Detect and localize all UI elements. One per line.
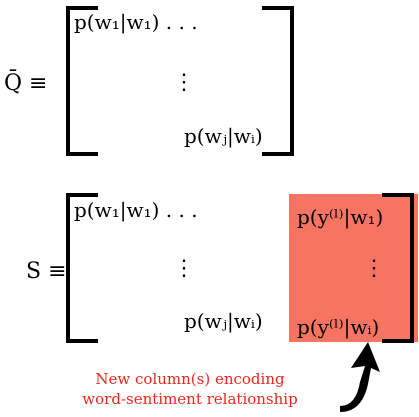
matrix-s-entry-bottom: p(wⱼ|wᵢ) xyxy=(184,309,263,333)
matrix-q-lhs: Q̄ ≡ xyxy=(4,71,48,96)
matrix-q-entry-bottom: p(wⱼ|wᵢ) xyxy=(184,124,263,148)
matrix-q-right-bracket xyxy=(262,6,294,156)
matrix-s-lhs: S ≡ xyxy=(26,259,67,284)
matrix-q-vdots: ⋮ xyxy=(173,70,195,95)
new-column-highlight xyxy=(289,194,418,342)
annotation-caption: New column(s) encoding word-sentiment re… xyxy=(40,369,340,409)
matrix-s-right-bracket xyxy=(382,193,414,343)
matrix-s-vdots: ⋮ xyxy=(173,256,195,281)
new-column-vdots: ⋮ xyxy=(363,256,385,281)
matrix-s-entry-top: p(w₁|w₁) . . . xyxy=(74,198,198,222)
caption-line-1: New column(s) encoding xyxy=(95,370,285,388)
caption-line-2: word-sentiment relationship xyxy=(82,390,298,408)
matrix-q-entry-top: p(w₁|w₁) . . . xyxy=(74,10,198,34)
matrix-q-left-bracket xyxy=(66,6,98,156)
curved-arrow-icon xyxy=(340,342,380,412)
new-column-entry-bottom: p(y⁽ˡ⁾|wᵢ) xyxy=(297,315,380,339)
new-column-entry-top: p(y⁽ˡ⁾|w₁) xyxy=(297,205,384,229)
matrix-s-left-bracket xyxy=(66,193,98,343)
